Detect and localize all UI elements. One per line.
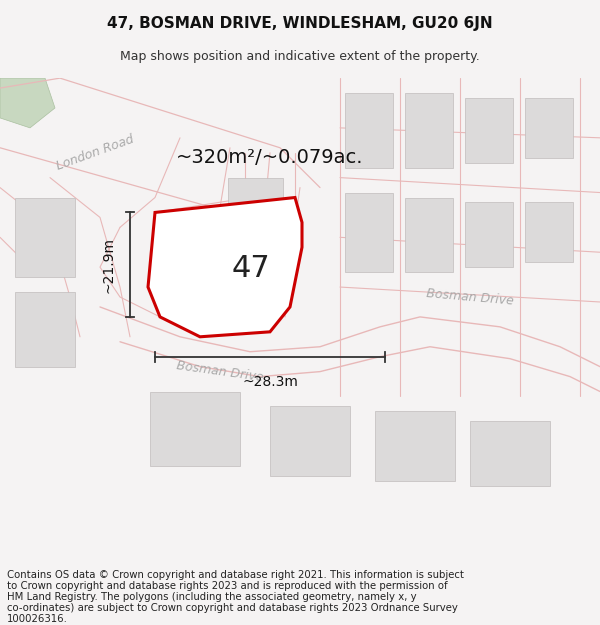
Bar [345, 93, 393, 168]
Text: Map shows position and indicative extent of the property.: Map shows position and indicative extent… [120, 50, 480, 62]
Text: ~320m²/~0.079ac.: ~320m²/~0.079ac. [176, 148, 364, 168]
Text: London Road: London Road [55, 132, 136, 173]
Bar [15, 292, 75, 367]
Text: HM Land Registry. The polygons (including the associated geometry, namely x, y: HM Land Registry. The polygons (includin… [7, 592, 417, 602]
Bar [15, 198, 75, 277]
Bar [470, 421, 550, 486]
Text: ~21.9m: ~21.9m [101, 237, 115, 292]
Text: to Crown copyright and database rights 2023 and is reproduced with the permissio: to Crown copyright and database rights 2… [7, 581, 448, 591]
Text: Bosman Drive: Bosman Drive [176, 359, 265, 384]
Text: 47: 47 [232, 254, 270, 282]
Bar [150, 391, 240, 466]
Bar [405, 93, 453, 168]
Bar [465, 98, 513, 162]
Text: 47, BOSMAN DRIVE, WINDLESHAM, GU20 6JN: 47, BOSMAN DRIVE, WINDLESHAM, GU20 6JN [107, 16, 493, 31]
Bar [270, 406, 350, 476]
Bar [465, 202, 513, 267]
Polygon shape [0, 78, 55, 128]
Bar [525, 202, 573, 262]
Text: co-ordinates) are subject to Crown copyright and database rights 2023 Ordnance S: co-ordinates) are subject to Crown copyr… [7, 602, 458, 612]
Text: Contains OS data © Crown copyright and database right 2021. This information is : Contains OS data © Crown copyright and d… [7, 570, 464, 580]
Text: Bosman Drive: Bosman Drive [426, 287, 514, 308]
Polygon shape [148, 198, 302, 337]
Bar [228, 177, 283, 258]
Bar [345, 192, 393, 272]
Text: ~28.3m: ~28.3m [242, 374, 298, 389]
Bar [525, 98, 573, 158]
Bar [405, 198, 453, 272]
Text: 100026316.: 100026316. [7, 614, 68, 624]
Bar [375, 411, 455, 481]
